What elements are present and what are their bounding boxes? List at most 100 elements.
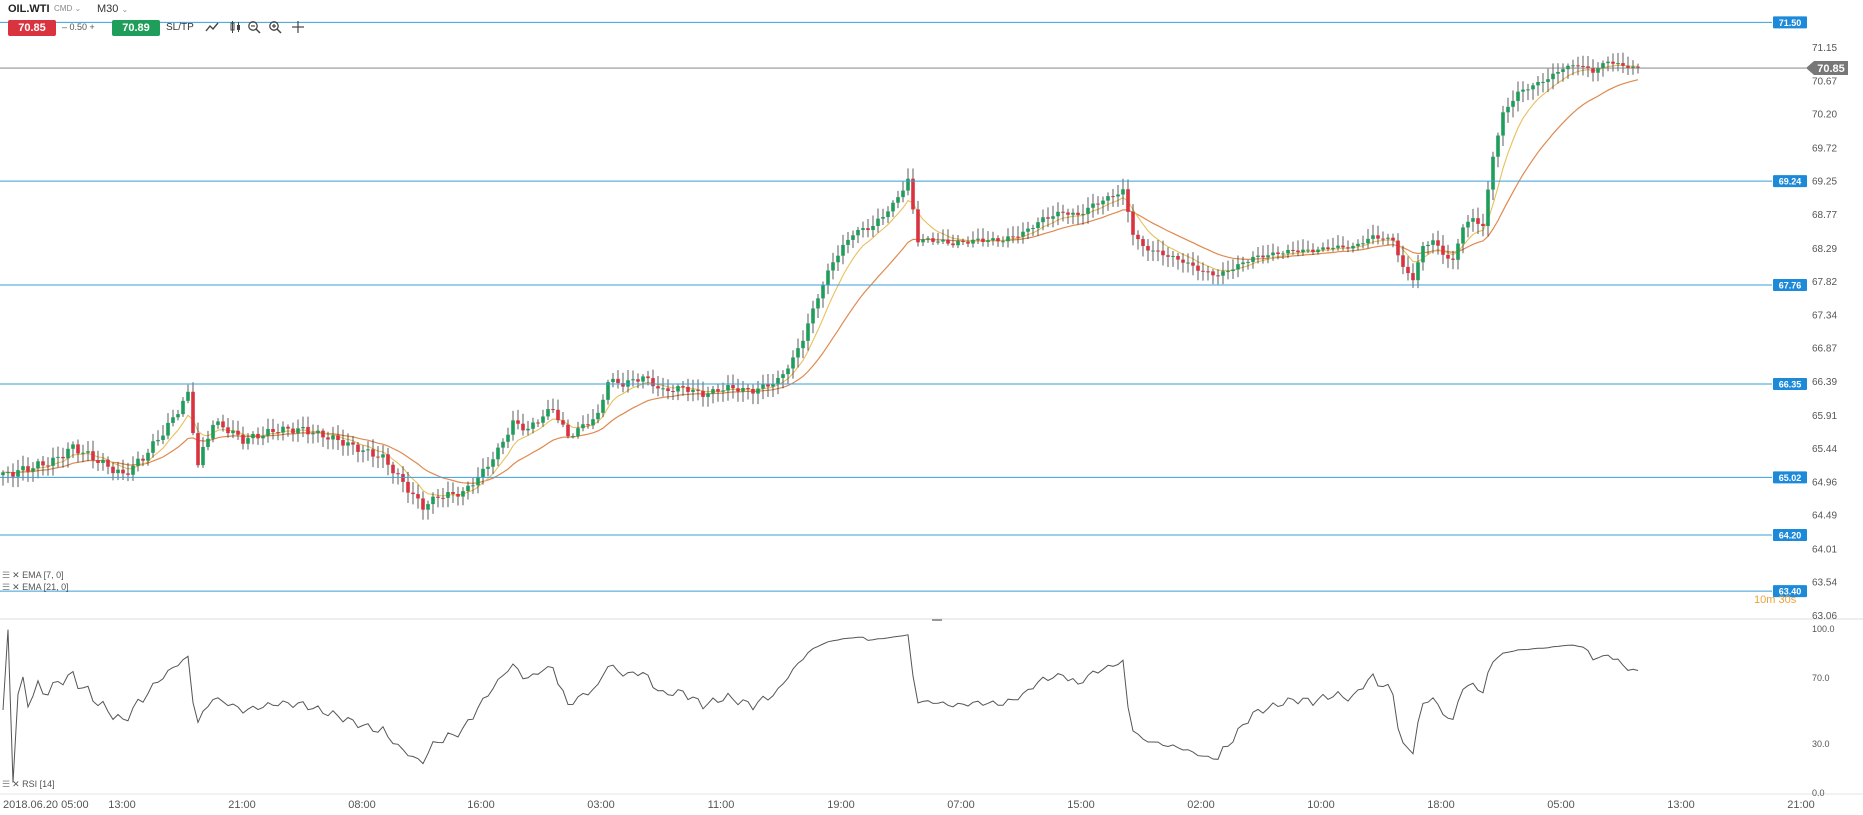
price-tick-label: 65.44 (1812, 444, 1837, 455)
candle-body (61, 456, 65, 459)
candle-body (1471, 218, 1475, 222)
candle-body (1596, 68, 1600, 73)
candle-body (201, 446, 205, 466)
symbol-label[interactable]: OIL.WTI (8, 3, 50, 15)
candle-body (1451, 258, 1455, 260)
candle-body (361, 450, 365, 452)
candle-body (376, 456, 380, 458)
candle-body (1071, 212, 1075, 215)
panel-resize-handle[interactable] (932, 619, 942, 621)
candle-body (6, 472, 10, 474)
crosshair-icon[interactable] (290, 20, 306, 36)
candle-body (1576, 65, 1580, 67)
price-level-tag[interactable] (1773, 16, 1807, 29)
price-levels[interactable]: 71.50 69.24 67.76 66.35 65.02 64.20 63.40 70.85 (0, 16, 1848, 598)
candle-body (66, 448, 70, 459)
price-level-tag[interactable] (1773, 279, 1807, 292)
menu-icon[interactable]: ☰ (2, 582, 11, 592)
candle-body (1386, 237, 1390, 239)
candle-body (446, 491, 450, 498)
candle-body (1186, 262, 1190, 264)
candle-body (756, 388, 760, 394)
candle-body (1536, 82, 1540, 86)
price-level-tag[interactable] (1773, 378, 1807, 391)
candle-body (36, 461, 40, 469)
price-tick-label: 68.29 (1812, 244, 1837, 255)
candle-body (1431, 240, 1435, 245)
rsi-legend[interactable]: ☰ ✕ RSI [14] (2, 779, 55, 790)
candle-body (176, 414, 180, 418)
close-icon[interactable]: ✕ (12, 582, 20, 592)
candle-body (101, 459, 105, 463)
candle-body (1346, 247, 1350, 249)
candle-body (1276, 252, 1280, 255)
chevron-down-icon[interactable]: ⌄ (74, 4, 82, 13)
candle-body (416, 494, 420, 499)
candle-body (341, 440, 345, 446)
price-level-tag[interactable] (1773, 528, 1807, 541)
zoom-out-icon[interactable] (246, 20, 262, 36)
candle-body (271, 429, 275, 433)
candle-body (246, 438, 250, 444)
zoom-in-icon[interactable] (267, 20, 283, 36)
candle-body (391, 464, 395, 474)
candle-body (156, 439, 160, 442)
candle-body (71, 444, 75, 449)
price-level-tag[interactable] (1773, 585, 1807, 598)
candle-body (1626, 65, 1630, 69)
candle-body (301, 426, 305, 429)
timeframe-select[interactable]: M30 ⌄ (97, 3, 128, 15)
candle-body (811, 308, 815, 324)
candle-body (401, 474, 405, 482)
candle-body (816, 298, 820, 309)
line-chart-icon[interactable] (204, 20, 220, 36)
candle-body (516, 420, 520, 424)
candle-body (521, 423, 525, 431)
candle-body (466, 485, 470, 492)
candle-body (831, 262, 835, 271)
candle-body (456, 493, 460, 497)
candle-body (481, 468, 485, 477)
candle-body (801, 340, 805, 349)
ema21-legend[interactable]: ☰ ✕ EMA [21, 0] (2, 582, 69, 593)
close-icon[interactable]: ✕ (12, 570, 20, 580)
ema7-legend[interactable]: ☰ ✕ EMA [7, 0] (2, 570, 64, 581)
chart-toolbar: OIL.WTI CMD ⌄ M30 ⌄ 70.85 – 0.50 + 70.89… (0, 0, 330, 40)
chevron-down-icon: ⌄ (121, 5, 129, 14)
candle-body (736, 388, 740, 392)
menu-icon[interactable]: ☰ (2, 570, 11, 580)
candle-body (1116, 194, 1120, 197)
candle-body (1371, 235, 1375, 239)
candle-body (486, 466, 490, 469)
menu-icon[interactable]: ☰ (2, 779, 11, 789)
candle-body (1106, 196, 1110, 201)
lot-stepper[interactable]: – 0.50 + (62, 22, 95, 32)
time-tick-label: 21:00 (1787, 799, 1815, 811)
price-level-tag[interactable] (1773, 175, 1807, 188)
time-tick-label: 19:00 (827, 799, 855, 811)
sltp-button[interactable]: SL/TP (166, 22, 194, 33)
candle-body (1056, 211, 1060, 217)
close-icon[interactable]: ✕ (12, 779, 20, 789)
candle-body (296, 428, 300, 434)
candle-body (11, 472, 15, 477)
candle-body (1181, 259, 1185, 263)
candle-body (866, 228, 870, 231)
candle-body (286, 426, 290, 429)
candle-body (421, 498, 425, 510)
buy-button[interactable]: 70.89 (112, 20, 160, 36)
candle-body (1291, 249, 1295, 251)
price-level-tag[interactable] (1773, 471, 1807, 484)
candle-body (16, 470, 20, 477)
candle-body (916, 209, 920, 243)
candle-body (476, 476, 480, 486)
candles-icon[interactable] (228, 20, 244, 36)
sell-button[interactable]: 70.85 (8, 20, 56, 36)
price-level-value: 64.20 (1779, 530, 1802, 540)
candle-body (746, 388, 750, 390)
candle-body (51, 457, 55, 466)
candle-body (146, 452, 150, 461)
candle-body (1566, 65, 1570, 70)
candle-body (1521, 89, 1525, 92)
